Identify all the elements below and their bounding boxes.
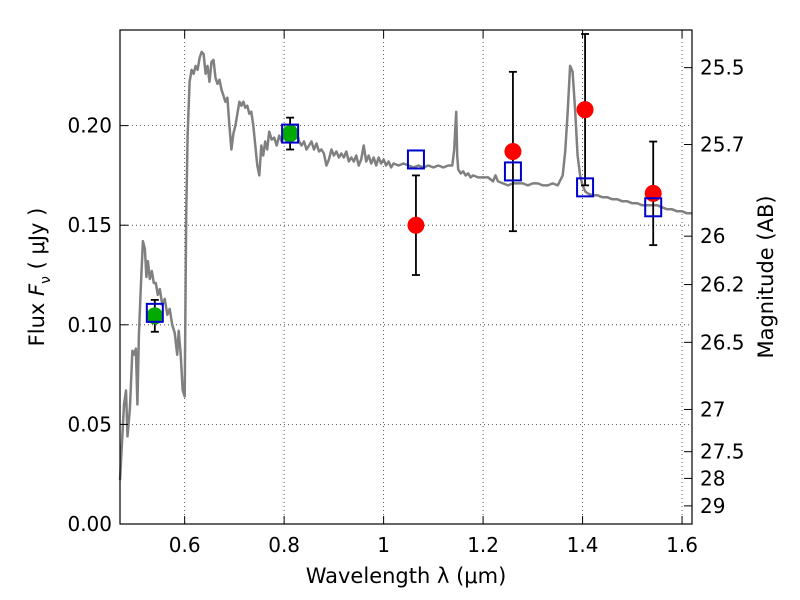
- model-photometry-square: [644, 197, 663, 218]
- magnitude-tick-label: 26.5: [700, 330, 745, 354]
- grid: [120, 30, 692, 524]
- model-photometry-square: [281, 123, 300, 144]
- x-tick-label: 1.2: [467, 533, 499, 557]
- y2-axis-label: Magnitude (AB): [754, 195, 778, 358]
- data-point: [281, 125, 299, 143]
- x-tick-label: 0.8: [268, 533, 300, 557]
- model-photometry-squares: [145, 123, 663, 323]
- model-photometry-square: [145, 302, 164, 323]
- data-point: [576, 101, 594, 119]
- x-tick-label: 1.4: [567, 533, 599, 557]
- model-spectrum-line: [118, 50, 692, 481]
- x-axis-label: Wavelength λ (μm): [306, 564, 507, 588]
- x-tick-label: 0.6: [169, 533, 201, 557]
- plot-frame: [119, 29, 693, 525]
- y-tick-label: 0.05: [67, 412, 112, 436]
- ticks: [120, 30, 692, 525]
- model-photometry-square: [503, 161, 522, 182]
- y-axis-label: Flux Fν ( μJy ): [25, 208, 54, 347]
- magnitude-tick-label: 27: [700, 397, 725, 421]
- tick-labels: 0.6 0.8 1 1.2 1.4 1.6 0.00 0.05 0.10 0.15 0.20 25.5…: [67, 56, 744, 557]
- model-photometry-square: [576, 177, 595, 198]
- magnitude-tick-label: 25.7: [700, 133, 745, 157]
- magnitude-tick-label: 28: [700, 466, 725, 490]
- magnitude-tick-label: 27.5: [700, 440, 745, 464]
- model-photometry-square: [406, 149, 425, 170]
- magnitude-tick-label: 29: [700, 494, 725, 518]
- data-point: [504, 143, 522, 161]
- x-tick-label: 1: [377, 533, 390, 557]
- model-spectrum-layer: [118, 50, 692, 481]
- observed-points: [146, 101, 662, 325]
- magnitude-tick-label: 26: [700, 224, 725, 248]
- y-tick-label: 0.20: [67, 114, 112, 138]
- y-tick-label: 0.00: [67, 512, 112, 536]
- magnitude-tick-label: 25.5: [700, 56, 745, 80]
- magnitude-tick-label: 26.2: [700, 273, 745, 297]
- data-point: [407, 216, 425, 234]
- x-tick-label: 1.6: [666, 533, 698, 557]
- y-tick-label: 0.15: [67, 213, 112, 237]
- y-tick-label: 0.10: [67, 313, 112, 337]
